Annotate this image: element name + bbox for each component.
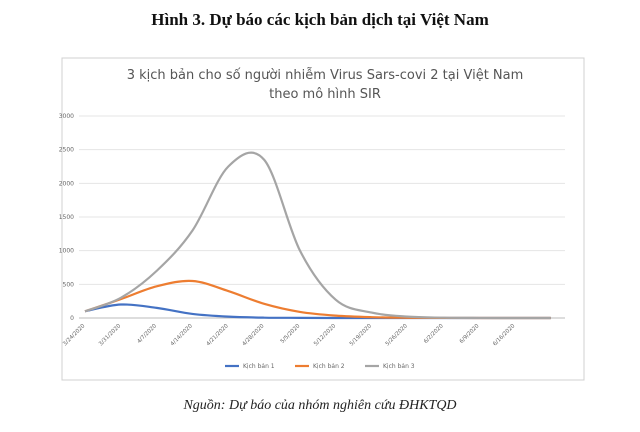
x-tick-label: 4/28/2020: [241, 323, 266, 348]
y-tick-label: 0: [70, 315, 74, 322]
line-series: [84, 303, 551, 320]
x-tick-label: 5/5/2020: [280, 323, 302, 345]
x-tick-label: 6/9/2020: [459, 323, 481, 345]
x-tick-label: 5/12/2020: [313, 323, 338, 348]
x-tick-label: 5/19/2020: [349, 323, 374, 348]
caption: Nguồn: Dự báo của nhóm nghiên cứu ĐHKTQD: [183, 398, 457, 413]
x-tick-label: 6/16/2020: [492, 323, 517, 348]
legend-label: Kịch bản 2: [313, 363, 345, 370]
x-tick-label: 6/2/2020: [423, 323, 445, 345]
legend-label: Kịch bản 3: [383, 363, 415, 370]
y-tick-label: 3000: [59, 113, 74, 120]
y-tick-label: 2000: [59, 180, 74, 187]
x-tick-label: 3/24/2020: [62, 323, 87, 348]
chart-title: 3 kịch bản cho số người nhiễm Virus Sars…: [126, 68, 524, 102]
x-tick-label: 4/14/2020: [170, 323, 195, 348]
x-tick-label: 5/26/2020: [385, 323, 410, 348]
legend-label: Kịch bản 1: [243, 363, 275, 370]
y-tick-label: 1500: [59, 214, 74, 221]
line-series: [84, 151, 551, 320]
x-tick-label: 4/7/2020: [136, 323, 158, 345]
y-tick-label: 1000: [59, 248, 74, 255]
figure-heading: Hình 3. Dự báo các kịch bản dịch tại Việ…: [151, 10, 489, 29]
y-tick-label: 2500: [59, 147, 74, 154]
line-series: [84, 279, 551, 320]
chart-frame: [61, 57, 585, 381]
x-tick-label: 3/31/2020: [98, 323, 123, 348]
x-tick-label: 4/21/2020: [206, 323, 231, 348]
y-tick-label: 500: [63, 281, 75, 288]
